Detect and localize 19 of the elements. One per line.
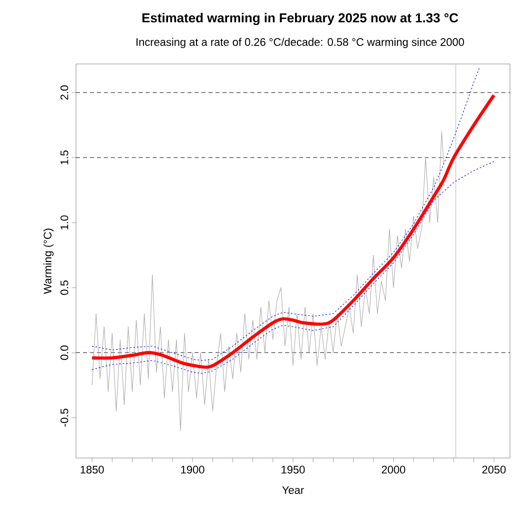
x-tick-label: 1950 [282, 466, 305, 474]
y-tick-label: -0.5 [60, 408, 68, 427]
x-tick-label: 1900 [181, 466, 204, 474]
x-tick-label: 2000 [382, 466, 406, 474]
y-axis-title: Warming (°C) [43, 228, 54, 294]
y-tick-label: 0.0 [60, 345, 68, 360]
y-tick-label: 1.0 [60, 215, 68, 230]
y-tick-label: 1.5 [60, 150, 68, 164]
line-series [92, 66, 480, 361]
line-series [90, 94, 496, 369]
x-tick-label: 2050 [482, 466, 506, 474]
x-tick-label: 1850 [80, 466, 104, 474]
line-series [92, 131, 444, 431]
chart-subtitle: Increasing at a rate of 0.26 °C/decade: 0.58 °C warming since 2000 [136, 38, 464, 48]
y-tick-label: 0.5 [60, 280, 68, 295]
line-series [92, 161, 494, 374]
x-axis-title: Year [282, 486, 304, 494]
y-tick-label: 2.0 [60, 85, 68, 100]
chart-title: Estimated warming in February 2025 now at 1.33 °C [142, 12, 458, 26]
